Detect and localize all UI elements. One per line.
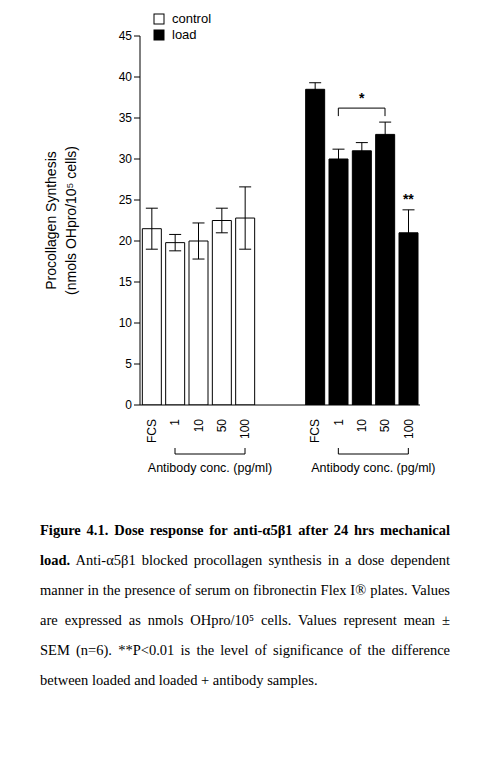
svg-text:50: 50 bbox=[378, 419, 392, 433]
svg-text:50: 50 bbox=[215, 419, 229, 433]
svg-text:FCS: FCS bbox=[145, 419, 159, 443]
html-text:Figure 4.1. Dose response for: Figure 4.1. Dose response for anti-α5β1 … bbox=[40, 522, 450, 688]
svg-text:Antibody conc. (pg/ml): Antibody conc. (pg/ml) bbox=[148, 461, 272, 475]
svg-text:35: 35 bbox=[119, 111, 133, 125]
svg-text:20: 20 bbox=[119, 234, 133, 248]
svg-text:15: 15 bbox=[119, 275, 133, 289]
svg-text:40: 40 bbox=[119, 70, 133, 84]
svg-text:0: 0 bbox=[125, 398, 132, 412]
svg-text:1: 1 bbox=[332, 419, 346, 426]
svg-text:25: 25 bbox=[119, 193, 133, 207]
svg-text:5: 5 bbox=[125, 357, 132, 371]
svg-text:(nmols OHpro/10⁵ cells): (nmols OHpro/10⁵ cells) bbox=[63, 146, 79, 295]
svg-text:Antibody conc. (pg/ml): Antibody conc. (pg/ml) bbox=[311, 461, 435, 475]
svg-text:10: 10 bbox=[192, 419, 206, 433]
svg-text:*: * bbox=[359, 90, 365, 106]
svg-text:10: 10 bbox=[119, 316, 133, 330]
svg-text:**: ** bbox=[403, 191, 414, 207]
svg-text:100: 100 bbox=[402, 419, 416, 439]
svg-text:10: 10 bbox=[355, 419, 369, 433]
svg-text:load: load bbox=[172, 27, 197, 42]
svg-text:FCS: FCS bbox=[308, 419, 322, 443]
svg-text:1: 1 bbox=[168, 419, 182, 426]
svg-text:100: 100 bbox=[238, 419, 252, 439]
svg-text:45: 45 bbox=[119, 29, 133, 43]
svg-text:30: 30 bbox=[119, 152, 133, 166]
svg-text:control: control bbox=[172, 11, 211, 26]
svg-text:Procollagen Synthesis: Procollagen Synthesis bbox=[43, 151, 59, 290]
